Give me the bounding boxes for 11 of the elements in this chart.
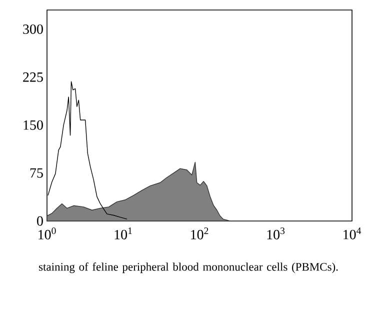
text: staining of feline peripheral blood mononuclear cells (PBMCs). — [39, 262, 338, 274]
x-tick-label: 10$^{4}$ — [344, 228, 362, 240]
x-tick-label: 10$^{2}$ — [191, 228, 208, 240]
y-tick-label: 75 — [30, 168, 43, 178]
y-tick-label: 150 — [24, 120, 43, 130]
x-tick-label: 10$^{3}$ — [267, 228, 285, 240]
y-tick-label: 225 — [23, 72, 43, 82]
x-tick-label: 10$^{0}$ — [38, 228, 56, 240]
x-tick-label: 10$^{1}$ — [114, 228, 132, 240]
y-tick-label: 300 — [23, 24, 43, 34]
y-tick-label: 0 — [37, 216, 43, 226]
